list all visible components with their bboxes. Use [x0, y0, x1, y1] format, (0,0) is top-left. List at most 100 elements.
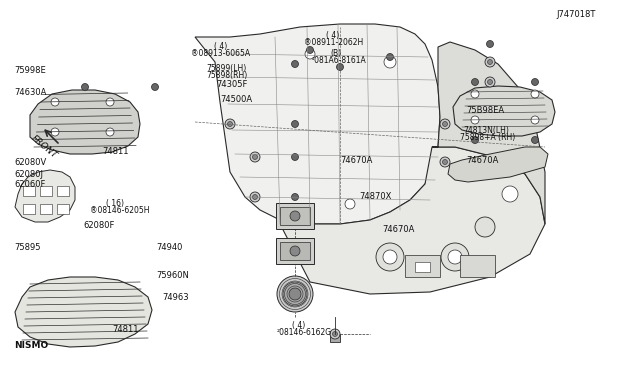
- Text: ®08913-6065A: ®08913-6065A: [191, 49, 250, 58]
- Text: 62080V: 62080V: [14, 158, 46, 167]
- Circle shape: [333, 331, 337, 337]
- Circle shape: [250, 192, 260, 202]
- Circle shape: [81, 83, 88, 90]
- Bar: [23, 204, 35, 214]
- Circle shape: [330, 329, 340, 339]
- Text: 74670A: 74670A: [383, 225, 415, 234]
- Polygon shape: [15, 277, 152, 347]
- Circle shape: [227, 122, 232, 126]
- Text: 75960N: 75960N: [156, 271, 189, 280]
- Text: 75B98EA: 75B98EA: [466, 106, 504, 115]
- Circle shape: [250, 152, 260, 162]
- Circle shape: [472, 137, 479, 144]
- Circle shape: [383, 250, 397, 264]
- Polygon shape: [15, 170, 75, 222]
- Circle shape: [471, 116, 479, 124]
- Circle shape: [345, 199, 355, 209]
- Circle shape: [253, 195, 257, 199]
- Circle shape: [337, 64, 344, 71]
- Circle shape: [486, 41, 493, 48]
- Text: 62060F: 62060F: [14, 180, 45, 189]
- Circle shape: [440, 119, 450, 129]
- Text: ( 16): ( 16): [106, 199, 124, 208]
- Bar: [57, 186, 69, 196]
- Circle shape: [441, 243, 469, 271]
- Circle shape: [291, 154, 298, 160]
- Circle shape: [440, 157, 450, 167]
- Circle shape: [106, 98, 114, 106]
- Text: 75898+A (RH): 75898+A (RH): [460, 133, 515, 142]
- Text: 62080J: 62080J: [14, 170, 43, 179]
- Circle shape: [472, 78, 479, 86]
- Circle shape: [442, 122, 447, 126]
- Polygon shape: [448, 147, 548, 182]
- Circle shape: [488, 60, 493, 64]
- Circle shape: [486, 58, 493, 65]
- Circle shape: [307, 46, 314, 54]
- Text: 75895: 75895: [14, 243, 40, 252]
- Text: ( 4): ( 4): [326, 31, 340, 40]
- Bar: [276, 238, 314, 264]
- Text: 74500A: 74500A: [220, 95, 252, 104]
- Circle shape: [51, 98, 59, 106]
- Polygon shape: [453, 86, 555, 136]
- Circle shape: [290, 211, 300, 221]
- Text: 74630A: 74630A: [14, 88, 47, 97]
- Polygon shape: [30, 90, 140, 154]
- Circle shape: [253, 154, 257, 160]
- Bar: [40, 204, 52, 214]
- Bar: [405, 255, 440, 277]
- Text: 75998E: 75998E: [14, 66, 46, 75]
- Text: FRONT: FRONT: [29, 134, 59, 160]
- Polygon shape: [280, 147, 545, 294]
- Polygon shape: [432, 42, 545, 224]
- Text: ²08146-6162G: ²08146-6162G: [276, 328, 332, 337]
- Circle shape: [305, 49, 315, 59]
- Text: 62080F: 62080F: [83, 221, 115, 230]
- Text: 74670A: 74670A: [466, 156, 499, 165]
- Text: 74811: 74811: [112, 325, 138, 334]
- Bar: [23, 186, 35, 196]
- Circle shape: [488, 80, 493, 84]
- Circle shape: [106, 128, 114, 136]
- Polygon shape: [195, 24, 440, 224]
- Circle shape: [531, 90, 539, 98]
- Circle shape: [277, 276, 313, 312]
- Circle shape: [291, 193, 298, 201]
- Text: 74670A: 74670A: [340, 156, 373, 165]
- Circle shape: [289, 288, 301, 300]
- Circle shape: [531, 137, 538, 144]
- Text: 74870X: 74870X: [360, 192, 392, 201]
- Circle shape: [376, 243, 404, 271]
- Circle shape: [531, 116, 539, 124]
- Bar: [280, 242, 310, 260]
- Circle shape: [291, 121, 298, 128]
- Bar: [40, 186, 52, 196]
- Text: 75898(RH): 75898(RH): [206, 71, 247, 80]
- Text: (B): (B): [330, 49, 341, 58]
- Circle shape: [152, 83, 159, 90]
- Text: 74963: 74963: [162, 293, 189, 302]
- Text: J747018T: J747018T: [557, 10, 596, 19]
- Bar: [330, 334, 340, 342]
- Circle shape: [475, 217, 495, 237]
- Circle shape: [225, 119, 235, 129]
- Text: 74940: 74940: [156, 243, 182, 252]
- Circle shape: [283, 282, 307, 306]
- Text: ( 4): ( 4): [214, 42, 228, 51]
- Circle shape: [485, 57, 495, 67]
- Text: ®08146-6205H: ®08146-6205H: [90, 206, 149, 215]
- Circle shape: [387, 54, 394, 61]
- Bar: [57, 204, 69, 214]
- Bar: [460, 255, 495, 277]
- Text: 74811: 74811: [102, 147, 129, 156]
- Circle shape: [384, 56, 396, 68]
- Text: ®08911-2062H: ®08911-2062H: [304, 38, 364, 47]
- Circle shape: [485, 77, 495, 87]
- Text: 74305F: 74305F: [216, 80, 248, 89]
- Bar: [276, 203, 314, 229]
- Circle shape: [442, 160, 447, 164]
- Bar: [415, 262, 430, 272]
- Text: 74813N(LH): 74813N(LH): [463, 126, 509, 135]
- Circle shape: [290, 246, 300, 256]
